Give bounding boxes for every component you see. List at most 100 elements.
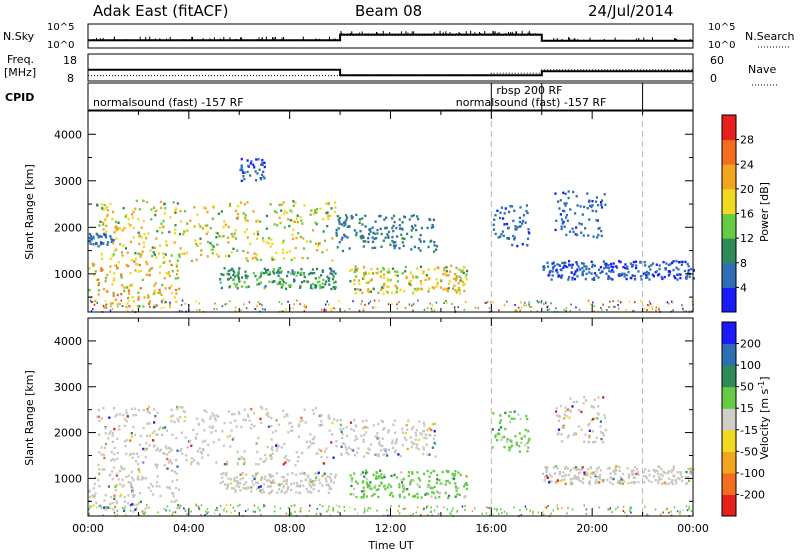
- scatter-point: [582, 234, 585, 237]
- scatter-point: [616, 266, 619, 269]
- scatter-point: [97, 278, 100, 281]
- scatter-point: [261, 163, 264, 167]
- scatter-point: [569, 477, 572, 481]
- scatter-point: [232, 436, 235, 440]
- scatter-point: [314, 286, 317, 289]
- scatter-point: [353, 283, 356, 286]
- scatter-point: [622, 480, 626, 483]
- scatter-point: [518, 216, 522, 220]
- scatter-point: [174, 228, 177, 231]
- scatter-point: [430, 428, 433, 432]
- scatter-point: [361, 291, 364, 295]
- scatter-point: [407, 474, 410, 478]
- scatter-point: [162, 219, 165, 223]
- ground-point: [449, 512, 451, 515]
- scatter-point: [335, 234, 338, 237]
- scatter-point: [447, 494, 451, 498]
- ground-point: [614, 305, 616, 308]
- scatter-point: [595, 210, 598, 213]
- scatter-point: [116, 267, 119, 270]
- scatter-point: [459, 279, 462, 282]
- scatter-point: [107, 485, 110, 488]
- scatter-point: [685, 482, 689, 485]
- scatter-point: [335, 440, 338, 443]
- freq-tick-high: 18: [63, 54, 77, 67]
- scatter-point: [300, 281, 304, 284]
- scatter-point: [98, 451, 101, 454]
- scatter-point: [528, 437, 531, 441]
- ground-point: [356, 512, 359, 515]
- scatter-point: [139, 500, 142, 503]
- scatter-point: [284, 210, 287, 213]
- ground-point: [223, 509, 225, 512]
- scatter-point: [276, 491, 279, 494]
- ground-point: [688, 508, 690, 510]
- scatter-point: [404, 270, 407, 273]
- scatter-point: [368, 448, 371, 451]
- scatter-point: [543, 479, 546, 482]
- scatter-point: [320, 420, 323, 423]
- scatter-point: [142, 219, 145, 223]
- scatter-point: [102, 406, 105, 410]
- scatter-point: [239, 457, 242, 460]
- colorbar-segment: [722, 213, 736, 239]
- scatter-point: [683, 269, 687, 273]
- scatter-point: [393, 246, 396, 250]
- scatter-point: [390, 485, 393, 488]
- scatter-point: [430, 487, 433, 490]
- scatter-point: [459, 473, 462, 477]
- scatter-point: [526, 211, 529, 215]
- scatter-point: [129, 503, 132, 507]
- scatter-point: [464, 483, 467, 486]
- scatter-point: [385, 216, 388, 219]
- scatter-point: [110, 495, 113, 499]
- scatter-point: [214, 419, 217, 422]
- scatter-point: [260, 491, 263, 494]
- x-tick-label: 16:00: [475, 522, 507, 535]
- ground-point: [178, 309, 181, 312]
- scatter-point: [333, 210, 336, 214]
- scatter-point: [675, 266, 678, 269]
- colorbar-tick-label: 4: [740, 281, 747, 294]
- ground-point: [363, 509, 366, 512]
- scatter-point: [327, 214, 330, 218]
- scatter-point: [343, 442, 346, 446]
- scatter-point: [365, 451, 368, 455]
- scatter-point: [163, 212, 167, 215]
- ground-point: [102, 304, 105, 307]
- scatter-point: [604, 203, 607, 206]
- scatter-point: [326, 456, 329, 459]
- scatter-point: [354, 265, 357, 268]
- scatter-point: [566, 265, 569, 269]
- scatter-point: [436, 473, 439, 477]
- scatter-point: [269, 454, 272, 457]
- ground-point: [396, 307, 399, 310]
- scatter-point: [183, 210, 187, 213]
- scatter-point: [605, 262, 608, 266]
- scatter-point: [179, 406, 182, 409]
- ground-point: [259, 509, 261, 512]
- scatter-point: [272, 480, 275, 484]
- scatter-point: [372, 287, 375, 290]
- scatter-point: [312, 442, 315, 445]
- scatter-point: [228, 254, 231, 258]
- scatter-point: [370, 487, 373, 491]
- scatter-point: [386, 233, 389, 236]
- scatter-point: [137, 295, 140, 299]
- scatter-point: [365, 477, 368, 481]
- scatter-point: [396, 270, 399, 274]
- ground-point: [452, 507, 454, 510]
- scatter-point: [430, 226, 433, 229]
- scatter-point: [293, 271, 296, 274]
- scatter-point: [632, 469, 635, 472]
- scatter-point: [283, 212, 286, 215]
- ground-point: [486, 300, 489, 303]
- scatter-point: [267, 425, 270, 428]
- scatter-point: [125, 214, 128, 217]
- scatter-point: [407, 493, 411, 496]
- ground-point: [226, 302, 228, 305]
- scatter-point: [272, 479, 275, 482]
- ground-point: [328, 505, 330, 508]
- scatter-point: [660, 467, 663, 471]
